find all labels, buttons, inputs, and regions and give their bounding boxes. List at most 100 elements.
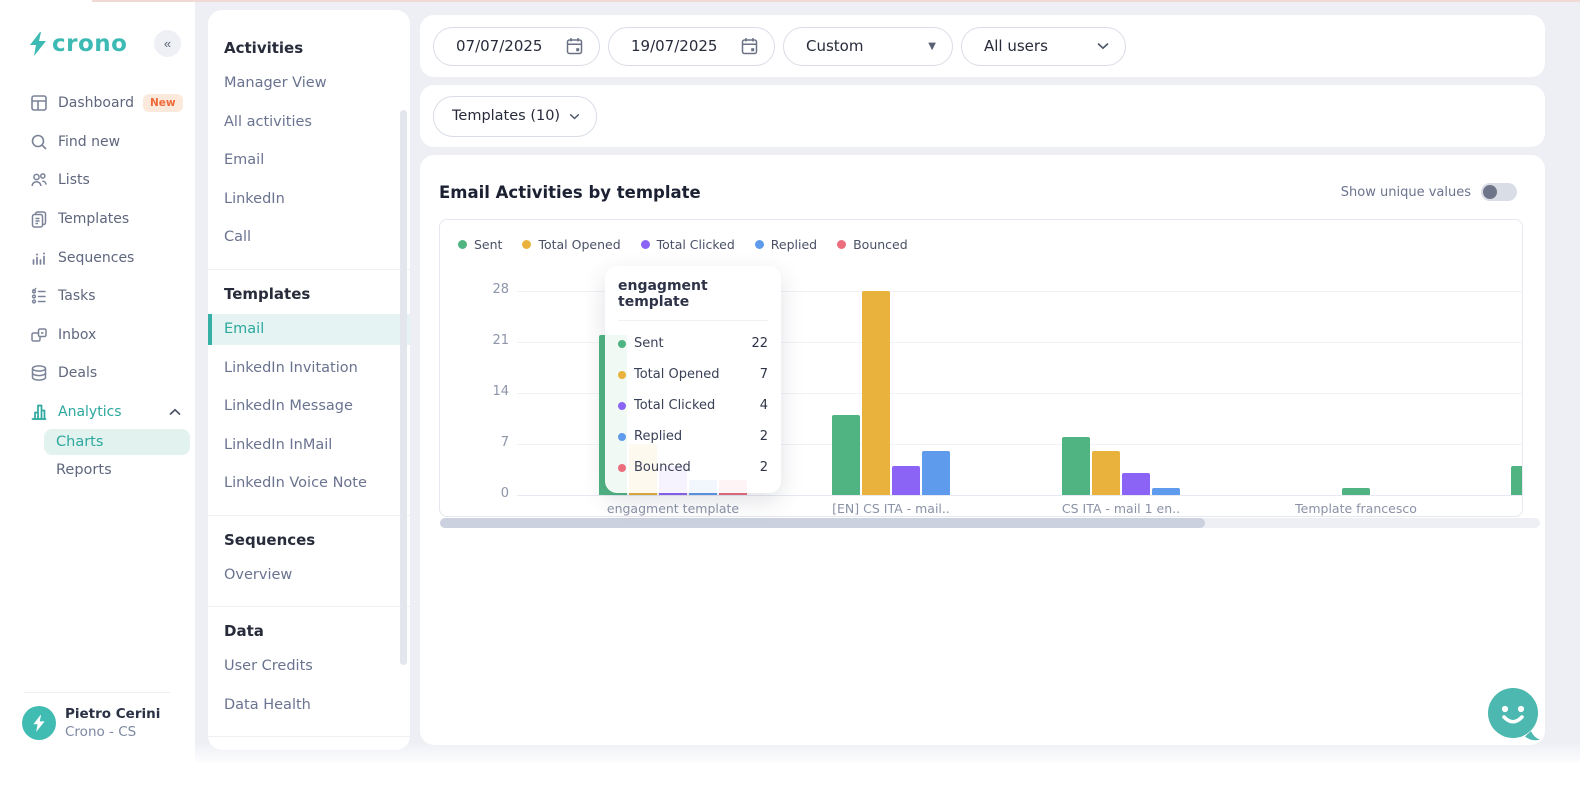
sidebar-item-label: Sequences bbox=[58, 250, 134, 266]
brand-name: crono bbox=[52, 31, 127, 57]
sidebar-item-reports[interactable]: Reports bbox=[56, 455, 195, 485]
panel-section-header: Activities bbox=[224, 32, 410, 64]
sidebar-item-lists[interactable]: Lists bbox=[0, 161, 195, 200]
sidebar-item-label: Tasks bbox=[58, 288, 96, 304]
tooltip-row: Total Opened7 bbox=[618, 359, 768, 390]
tooltip-series-value: 2 bbox=[760, 460, 768, 475]
sidebar-item-find-new[interactable]: Find new bbox=[0, 123, 195, 162]
panel-section-header: Data bbox=[224, 615, 410, 647]
tooltip-series-dot bbox=[618, 340, 626, 348]
date-from-input[interactable]: 07/07/2025 bbox=[433, 27, 600, 66]
panel-item-manager-view[interactable]: Manager View bbox=[208, 64, 410, 103]
sidebar-item-sequences[interactable]: Sequences bbox=[0, 238, 195, 277]
y-axis-tick: 7 bbox=[449, 435, 509, 450]
tooltip-series-dot bbox=[618, 371, 626, 379]
x-axis-category-label: CS ITA - mail 1 en.. bbox=[1021, 501, 1221, 516]
main-sidebar: crono « Dashboard New Find new Lists Tem… bbox=[0, 0, 195, 790]
gridline bbox=[517, 495, 1522, 496]
date-to-value: 19/07/2025 bbox=[631, 37, 717, 55]
panel-item-linkedin-voice-note[interactable]: LinkedIn Voice Note bbox=[208, 464, 410, 503]
user-profile[interactable]: Pietro Cerini Crono - CS bbox=[22, 706, 160, 740]
bar-chart: SentTotal OpenedTotal ClickedRepliedBoun… bbox=[439, 219, 1523, 517]
panel-divider bbox=[208, 736, 410, 737]
panel-item-linkedin-invitation[interactable]: LinkedIn Invitation bbox=[208, 349, 410, 388]
user-filter-select[interactable]: All users bbox=[961, 27, 1126, 66]
sidebar-collapse-button[interactable]: « bbox=[154, 30, 181, 57]
tooltip-row: Replied2 bbox=[618, 421, 768, 452]
sidebar-item-inbox[interactable]: Inbox bbox=[0, 316, 195, 355]
search-icon bbox=[28, 131, 49, 152]
subnav-item-label: Reports bbox=[56, 462, 112, 478]
tooltip-series-dot bbox=[618, 402, 626, 410]
panel-item-linkedin-message[interactable]: LinkedIn Message bbox=[208, 387, 410, 426]
bar-total-opened[interactable] bbox=[1092, 451, 1120, 495]
bottom-strip bbox=[0, 762, 1580, 790]
sidebar-item-charts[interactable]: Charts bbox=[44, 429, 190, 455]
panel-item-data-health[interactable]: Data Health bbox=[208, 686, 410, 725]
sidebar-item-label: Deals bbox=[58, 365, 97, 381]
panel-item-linkedin[interactable]: LinkedIn bbox=[208, 180, 410, 219]
chevron-up-icon bbox=[169, 408, 181, 416]
panel-item-email[interactable]: Email bbox=[208, 314, 410, 345]
sidebar-item-deals[interactable]: Deals bbox=[0, 354, 195, 393]
tooltip-row: Sent22 bbox=[618, 328, 768, 359]
tooltip-series-value: 2 bbox=[760, 429, 768, 444]
panel-section-header: Templates bbox=[224, 278, 410, 310]
panel-item-overview[interactable]: Overview bbox=[208, 556, 410, 595]
show-unique-values-toggle[interactable] bbox=[1481, 183, 1517, 201]
y-axis-tick: 0 bbox=[449, 486, 509, 501]
bar-replied[interactable] bbox=[922, 451, 950, 495]
templates-icon bbox=[28, 209, 49, 230]
bar-total-opened[interactable] bbox=[862, 291, 890, 495]
panel-item-all-activities[interactable]: All activities bbox=[208, 103, 410, 142]
chevron-down-icon bbox=[1097, 42, 1109, 50]
bar-sent[interactable] bbox=[1062, 437, 1090, 495]
sidebar-item-templates[interactable]: Templates bbox=[0, 200, 195, 239]
y-axis-tick: 28 bbox=[449, 282, 509, 297]
tooltip-series-label: Total Clicked bbox=[634, 398, 715, 413]
templates-filter-button[interactable]: Templates (10) bbox=[433, 96, 597, 137]
sidebar-item-label: Analytics bbox=[58, 404, 122, 420]
panel-item-user-credits[interactable]: User Credits bbox=[208, 647, 410, 686]
bar-total-clicked[interactable] bbox=[1122, 473, 1150, 495]
deals-icon bbox=[28, 363, 49, 384]
chevron-down-icon bbox=[569, 113, 580, 120]
toggle-knob bbox=[1483, 185, 1497, 199]
sidebar-item-tasks[interactable]: Tasks bbox=[0, 277, 195, 316]
bar-sent[interactable] bbox=[1342, 488, 1370, 495]
date-range-preset-select[interactable]: Custom ▼ bbox=[783, 27, 953, 66]
sidebar-item-analytics[interactable]: Analytics bbox=[0, 393, 195, 432]
analytics-icon bbox=[28, 402, 49, 423]
tasks-icon bbox=[28, 286, 49, 307]
bar-replied[interactable] bbox=[1152, 488, 1180, 495]
bar-sent[interactable] bbox=[832, 415, 860, 495]
sidebar-nav: Dashboard New Find new Lists Templates S… bbox=[0, 84, 195, 431]
sidebar-item-label: Templates bbox=[58, 211, 129, 227]
panel-item-call[interactable]: Call bbox=[208, 218, 410, 257]
sequences-icon bbox=[28, 247, 49, 268]
sidebar-item-dashboard[interactable]: Dashboard New bbox=[0, 84, 195, 123]
dashboard-icon bbox=[28, 93, 49, 114]
panel-item-email[interactable]: Email bbox=[208, 141, 410, 180]
panel-divider bbox=[208, 515, 410, 516]
user-name: Pietro Cerini bbox=[65, 706, 160, 722]
panel-section-header: Sequences bbox=[224, 524, 410, 556]
panel-item-linkedin-inmail[interactable]: LinkedIn InMail bbox=[208, 426, 410, 465]
filters-card: 07/07/2025 19/07/2025 Custom ▼ All users bbox=[420, 15, 1545, 77]
panel-scrollbar[interactable] bbox=[400, 110, 407, 665]
preset-value: Custom bbox=[806, 37, 863, 55]
tooltip-row: Total Clicked 4 bbox=[618, 390, 768, 421]
bar-partial-sent[interactable] bbox=[1511, 466, 1523, 495]
chart-plot-area: 07142128engagment template[EN] CS ITA - … bbox=[440, 220, 1522, 516]
chat-widget-button[interactable] bbox=[1486, 686, 1542, 744]
calendar-icon bbox=[741, 37, 758, 55]
tooltip-series-value: 4 bbox=[760, 398, 768, 413]
date-to-input[interactable]: 19/07/2025 bbox=[608, 27, 775, 66]
chart-hscrollbar-thumb[interactable] bbox=[440, 518, 1205, 528]
tooltip-title: engagment template bbox=[618, 278, 768, 321]
calendar-icon bbox=[566, 37, 583, 55]
tooltip-series-value: 22 bbox=[751, 336, 768, 351]
bar-total-clicked[interactable] bbox=[892, 466, 920, 495]
tooltip-series-value: 7 bbox=[760, 367, 768, 382]
chart-card: Email Activities by template Show unique… bbox=[420, 155, 1545, 745]
